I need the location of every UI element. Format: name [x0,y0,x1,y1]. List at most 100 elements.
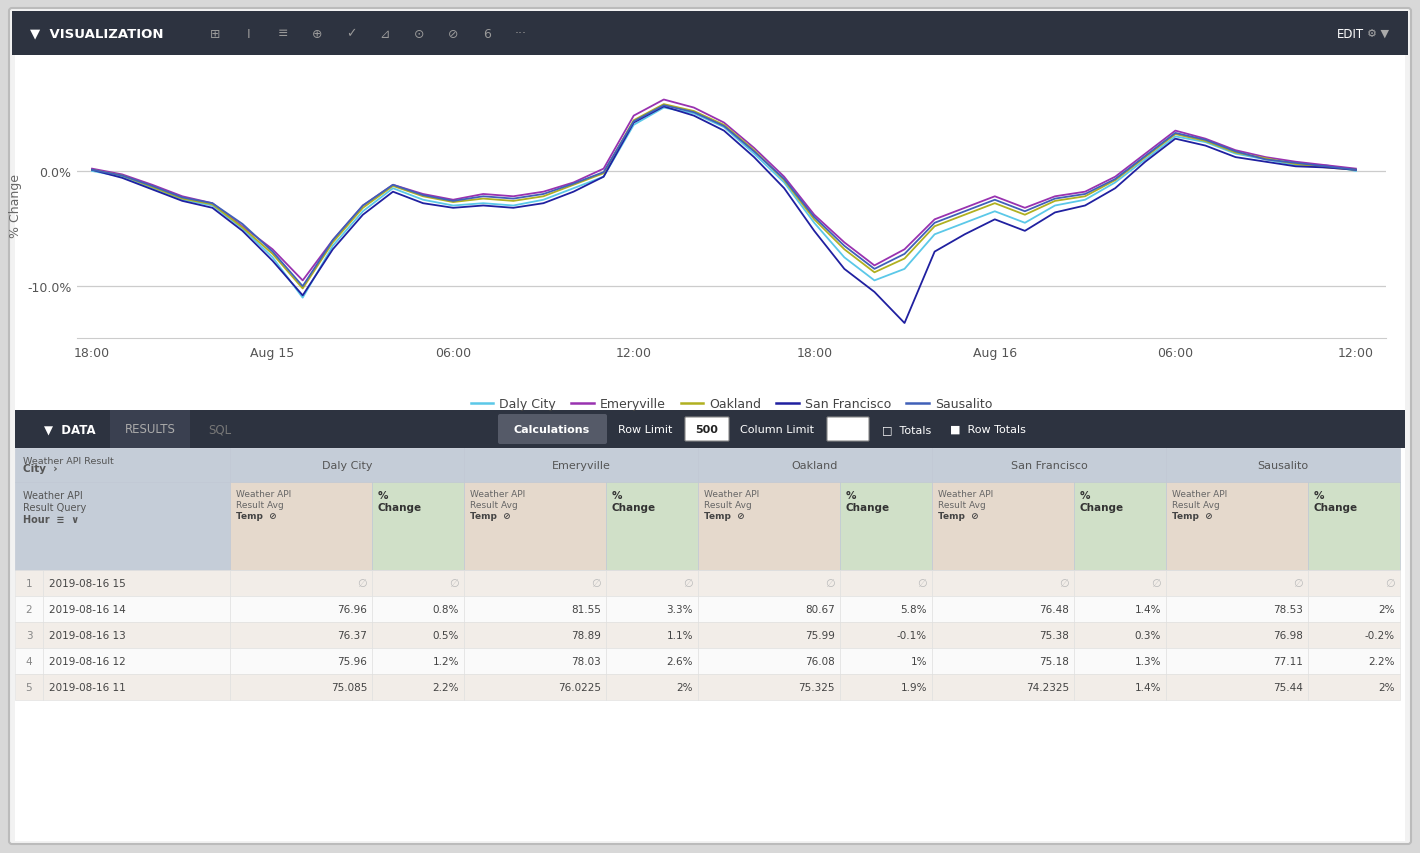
Text: 1.2%: 1.2% [433,656,459,666]
Text: %: % [612,490,622,501]
Bar [372,571,464,596]
FancyBboxPatch shape [498,415,606,444]
Text: 0.8%: 0.8% [433,604,459,614]
Text: 2.2%: 2.2% [433,682,459,692]
Text: 5.8%: 5.8% [900,604,927,614]
Text: Result Query: Result Query [23,502,87,513]
Bar [16,571,43,596]
Text: Weather API: Weather API [470,490,525,498]
Text: Weather API: Weather API [939,490,993,498]
Text: 500: 500 [696,425,719,434]
Bar [841,571,932,596]
Bar [16,483,230,571]
Bar [699,483,841,571]
Bar [1166,674,1308,700]
Text: ⊞: ⊞ [210,27,220,40]
Text: 76.0225: 76.0225 [558,682,601,692]
Text: ···: ··· [515,27,527,40]
Bar [1308,483,1400,571]
Bar [464,483,606,571]
Bar [16,15,1404,56]
Bar [606,483,699,571]
Text: 76.48: 76.48 [1039,604,1069,614]
Text: 1.3%: 1.3% [1135,656,1162,666]
Text: 4: 4 [26,656,33,666]
Text: 75.44: 75.44 [1274,682,1304,692]
Text: Result Avg: Result Avg [470,501,518,509]
Text: Change: Change [612,502,656,513]
Bar [372,623,464,648]
Text: Result Avg: Result Avg [1172,501,1220,509]
Bar [16,674,43,700]
Text: 78.03: 78.03 [571,656,601,666]
Text: 2%: 2% [1379,682,1394,692]
Text: 76.08: 76.08 [805,656,835,666]
Bar [1308,623,1400,648]
Bar [1308,571,1400,596]
Text: Result Avg: Result Avg [939,501,985,509]
Text: Temp  ⊘: Temp ⊘ [470,512,511,520]
Bar [932,623,1074,648]
Text: Weather API: Weather API [236,490,291,498]
Text: Weather API: Weather API [23,490,82,501]
Bar [372,483,464,571]
Text: 0.5%: 0.5% [433,630,459,641]
Text: Change: Change [378,502,422,513]
Bar [606,596,699,623]
Text: RESULTS: RESULTS [125,423,176,436]
Bar [841,596,932,623]
Bar [43,571,230,596]
Text: ■  Row Totals: ■ Row Totals [950,425,1025,434]
Text: ∅: ∅ [1059,578,1069,589]
Text: SQL: SQL [209,423,231,436]
Bar [372,596,464,623]
Text: 2019-08-16 13: 2019-08-16 13 [50,630,126,641]
Text: 75.18: 75.18 [1039,656,1069,666]
Text: 77.11: 77.11 [1274,656,1304,666]
Text: 1.9%: 1.9% [900,682,927,692]
Bar [699,623,841,648]
Bar [1074,571,1166,596]
Bar [372,648,464,674]
Bar [16,449,230,483]
Bar [16,648,43,674]
Text: ⊙: ⊙ [413,27,425,40]
Text: 80.67: 80.67 [805,604,835,614]
Text: %: % [846,490,856,501]
Text: EDIT: EDIT [1336,27,1363,40]
Bar [1166,596,1308,623]
Text: 1.4%: 1.4% [1135,682,1162,692]
Text: Daly City: Daly City [322,461,372,471]
Text: Change: Change [1081,502,1125,513]
Text: Temp  ⊘: Temp ⊘ [1172,512,1213,520]
Text: Row Limit: Row Limit [618,425,673,434]
Text: 75.38: 75.38 [1039,630,1069,641]
Bar [841,674,932,700]
Text: ✓: ✓ [345,27,356,40]
Bar [16,410,1404,449]
Bar [699,596,841,623]
Text: Change: Change [1314,502,1358,513]
Bar [699,449,932,483]
Text: Sausalito: Sausalito [1258,461,1309,471]
Text: Weather API Result: Weather API Result [23,456,114,466]
Bar [1074,648,1166,674]
Text: ≡: ≡ [278,27,288,40]
Bar [841,623,932,648]
Bar [932,648,1074,674]
Bar [230,449,464,483]
Text: Column Limit: Column Limit [740,425,814,434]
Bar [932,596,1074,623]
Text: ∅: ∅ [591,578,601,589]
Text: ⊘: ⊘ [447,27,459,40]
Text: ⊿: ⊿ [379,27,391,40]
Text: 1.1%: 1.1% [666,630,693,641]
Bar [1166,623,1308,648]
Bar [464,596,606,623]
Bar [932,674,1074,700]
Bar [464,449,699,483]
Text: ∅: ∅ [1294,578,1304,589]
Bar [464,648,606,674]
Text: ⊕: ⊕ [312,27,322,40]
FancyBboxPatch shape [9,9,1411,844]
